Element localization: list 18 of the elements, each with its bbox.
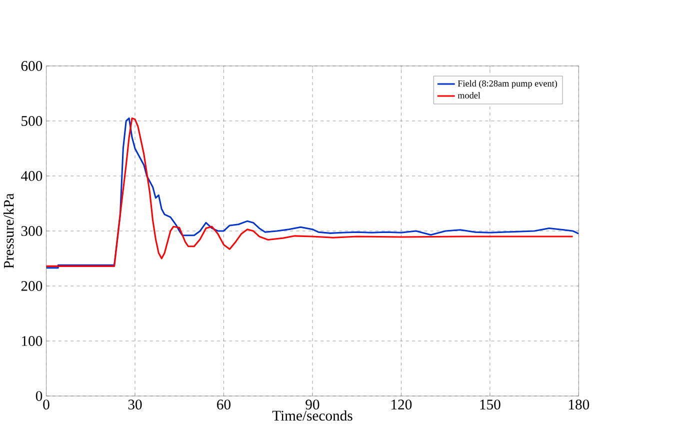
y-tick-label: 0 — [36, 391, 42, 402]
x-tick-label: 30 — [128, 400, 142, 410]
y-tick-label: 200 — [21, 281, 42, 292]
y-tick-label: 400 — [21, 171, 42, 182]
x-tick-label: 0 — [43, 400, 50, 410]
y-tick-label: 600 — [21, 61, 42, 72]
legend-label: Field (8:28am pump event) — [458, 80, 558, 89]
x-tick-label: 90 — [306, 400, 320, 410]
x-tick-label: 150 — [480, 400, 500, 410]
y-tick-label: 500 — [22, 116, 42, 126]
y-tick-label: 300 — [21, 226, 42, 236]
x-tick-label: 60 — [217, 400, 230, 410]
x-tick-label: 180 — [568, 400, 590, 410]
x-tick-label: 120 — [392, 400, 412, 410]
y-axis-title: Pressure/kPa — [3, 194, 14, 268]
y-tick-label: 100 — [22, 336, 42, 346]
legend-label: model — [458, 92, 480, 99]
x-axis-title: Time/seconds — [272, 410, 352, 421]
